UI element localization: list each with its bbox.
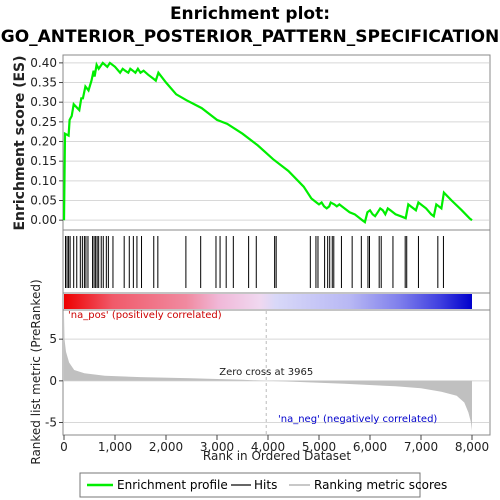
legend-profile-label: Enrichment profile: [117, 478, 228, 492]
es-y-tick-label: 0.30: [30, 95, 57, 109]
x-tick-label: 3,000: [200, 440, 234, 454]
x-tick-label: 0: [60, 440, 68, 454]
es-y-tick-label: 0.15: [30, 154, 57, 168]
es-gridlines: [64, 62, 489, 221]
chart-title: Enrichment plot:: [170, 4, 330, 24]
metric-y-tick-label: 5: [49, 332, 57, 346]
es-y-tick-label: 0.40: [30, 56, 57, 70]
es-y-tick-label: 0.05: [30, 194, 57, 208]
enrichment-profile-line: [62, 61, 473, 224]
neg-correlated-label: 'na_neg' (negatively correlated): [278, 414, 437, 425]
es-y-tick-label: 0.10: [30, 174, 57, 188]
legend-hits-label: Hits: [254, 478, 277, 492]
es-panel: [62, 54, 491, 231]
es-y-axis-label: Enrichment score (ES): [12, 55, 28, 230]
es-y-axis: 0.00 0.05 0.10 0.15 0.20 0.25 0.30 0.35 0.40: [30, 56, 63, 227]
legend-box: [79, 472, 421, 498]
x-axis: 0 1,000 2,000 3,000 4,000 5,000 6,000 7,000 8,00…: [60, 435, 489, 454]
hit-markers: [65, 236, 444, 288]
x-tick-label: 7,000: [404, 440, 438, 454]
metric-panel: [62, 309, 491, 436]
es-y-tick-label: 0.25: [30, 115, 57, 129]
pos-correlated-label: 'na_pos' (positively correlated): [68, 310, 222, 321]
chart-subtitle: GO_ANTERIOR_POSTERIOR_PATTERN_SPECIFICAT…: [1, 27, 500, 47]
metric-y-axis-label: Ranked list metric (PreRanked): [29, 279, 43, 464]
x-tick-label: 8,000: [455, 440, 489, 454]
x-axis-label: Rank in Ordered Dataset: [203, 449, 351, 463]
x-tick-label: 2,000: [149, 440, 183, 454]
x-tick-label: 1,000: [98, 440, 132, 454]
metric-y-tick-label: -5: [45, 416, 57, 430]
metric-y-axis: -5 0 5: [45, 332, 63, 430]
rank-color-bar: [64, 294, 472, 309]
es-y-tick-label: 0.35: [30, 76, 57, 90]
x-tick-label: 5,000: [302, 440, 336, 454]
legend-ranking-label: Ranking metric scores: [314, 478, 447, 492]
zero-cross-label: Zero cross at 3965: [219, 367, 313, 378]
x-tick-label: 6,000: [353, 440, 387, 454]
es-y-tick-label: 0.00: [30, 213, 57, 227]
metric-y-tick-label: 0: [49, 374, 57, 388]
es-y-tick-label: 0.20: [30, 135, 57, 149]
x-tick-label: 4,000: [251, 440, 285, 454]
